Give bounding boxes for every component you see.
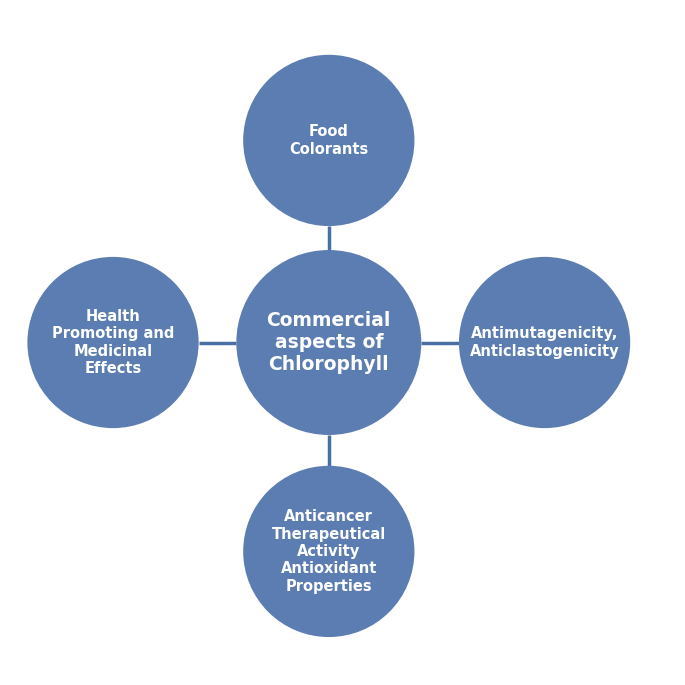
Circle shape	[243, 466, 414, 637]
Circle shape	[236, 250, 421, 435]
Text: Antimutagenicity,
Anticlastogenicity: Antimutagenicity, Anticlastogenicity	[470, 326, 619, 359]
Circle shape	[27, 257, 199, 428]
Text: Commercial
aspects of
Chlorophyll: Commercial aspects of Chlorophyll	[266, 311, 391, 374]
Circle shape	[243, 55, 414, 226]
Text: Anticancer
Therapeutical
Activity
Antioxidant
Properties: Anticancer Therapeutical Activity Antiox…	[272, 509, 386, 594]
Text: Health
Promoting and
Medicinal
Effects: Health Promoting and Medicinal Effects	[52, 309, 174, 376]
Text: Food
Colorants: Food Colorants	[289, 124, 369, 157]
Circle shape	[459, 257, 630, 428]
